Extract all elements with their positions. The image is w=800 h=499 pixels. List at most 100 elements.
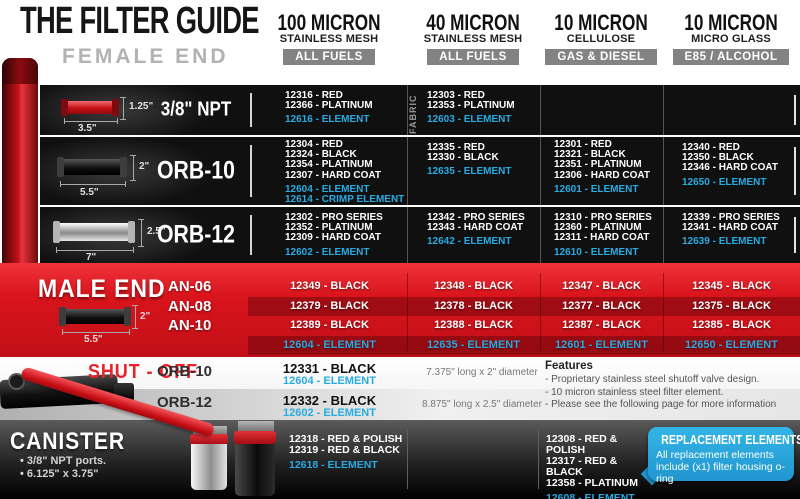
female-row-orb12: 2.5" 7" ORB-12 12302 - PRO SERIES 12352 … — [40, 207, 800, 263]
element-numbers: 12602 - ELEMENT — [285, 246, 370, 258]
separator — [407, 85, 408, 135]
row-label: ORB-10 — [157, 363, 213, 380]
element-numbers: 12618 - ELEMENT — [289, 459, 378, 471]
element-numbers: 12639 - ELEMENT — [682, 236, 767, 248]
an-label: AN-10 — [168, 317, 212, 334]
cell-an10-40micron: 12388 - BLACK — [434, 319, 513, 331]
filter-cap-icon — [120, 157, 127, 177]
cell-canister-cellulose: 12308 - RED & POLISH 12317 - RED & BLACK… — [540, 434, 648, 499]
element-numbers: 12603 - ELEMENT — [427, 114, 512, 126]
cell-an06-40micron: 12348 - BLACK — [434, 280, 513, 292]
cell-orb12-40micron: 12342 - PRO SERIES 12343 - HARD COAT 126… — [407, 207, 540, 263]
cell-an08-microglass: 12375 - BLACK — [692, 299, 771, 312]
element-numbers: 12650 - ELEMENT — [682, 176, 767, 188]
separator — [407, 430, 408, 489]
separator — [794, 217, 796, 253]
separator — [540, 273, 541, 351]
canister-cap-icon — [190, 434, 228, 445]
black-canister-icon — [235, 444, 275, 496]
column-header-40-micron: 40 MICRON STAINLESS MESH ALL FUELS — [398, 12, 548, 65]
red-filter-photo-cap — [2, 58, 38, 84]
female-end-subtitle: FEMALE END — [62, 45, 229, 68]
length-label: 7" — [86, 252, 97, 263]
micron-rating: 10 MICRON — [684, 10, 778, 35]
male-end-title: MALE END — [38, 275, 166, 303]
separator — [663, 137, 664, 205]
filter-cap-icon — [112, 99, 119, 116]
cell-an06-cellulose: 12347 - BLACK — [562, 280, 641, 292]
separator — [663, 85, 664, 135]
column-header-100-micron: 100 MICRON STAINLESS MESH ALL FUELS — [254, 12, 404, 65]
diameter-label: 2.5" — [147, 226, 166, 237]
dimension-line — [60, 181, 126, 187]
black-filter-icon — [57, 157, 127, 177]
micron-rating: 100 MICRON — [277, 10, 381, 35]
dimension-line — [130, 155, 136, 181]
shut-off-section: SHUT - OFF ORB-10 ORB-12 12331 - BLACK 1… — [0, 357, 800, 420]
length-label: 5.5" — [80, 187, 99, 198]
separator — [250, 215, 252, 255]
diameter-label: 1.25" — [129, 101, 154, 112]
diameter-label: 2" — [139, 161, 150, 172]
cell-npt-100micron: 12316 - RED 12366 - PLATINUM 12616 - ELE… — [252, 85, 407, 135]
filter-cap-icon — [124, 307, 131, 326]
length-label: 5.5" — [84, 334, 103, 345]
part-numbers: 12310 - PRO SERIES 12360 - PLATINUM 1231… — [554, 212, 652, 244]
dimension-line — [56, 247, 134, 253]
canister-cap-icon — [234, 431, 276, 444]
fuel-badge: ALL FUELS — [427, 49, 519, 65]
part-numbers: 12316 - RED 12366 - PLATINUM — [285, 90, 373, 112]
element-number: 12604 - ELEMENT — [283, 375, 376, 387]
fuel-badge: GAS & DIESEL — [545, 49, 657, 65]
element-numbers: 12635 - ELEMENT — [427, 166, 512, 178]
separator — [663, 207, 664, 263]
filter-cap-icon — [57, 157, 64, 177]
filter-cap-icon — [128, 221, 135, 243]
element-numbers: 12610 - ELEMENT — [554, 246, 639, 258]
cell-an08-40micron: 12378 - BLACK — [434, 299, 513, 312]
part-numbers: 12340 - RED 12350 - BLACK 12346 - HARD C… — [682, 142, 778, 174]
filter-cap-icon — [61, 99, 68, 116]
black-filter-icon — [59, 307, 131, 326]
micron-rating: 40 MICRON — [426, 10, 520, 35]
part-number: 12331 - BLACK — [282, 361, 377, 376]
filter-cap-icon — [53, 221, 60, 243]
separator — [407, 273, 408, 351]
element-numbers: 12601 - ELEMENT — [554, 183, 639, 195]
part-number: 12332 - BLACK — [282, 393, 377, 408]
chrome-filter-icon — [53, 221, 135, 243]
dimension-line — [120, 97, 126, 120]
media-type: MICRO GLASS — [691, 33, 771, 45]
element-numbers: 12604 - ELEMENT 12614 - CRIMP ELEMENT — [285, 183, 405, 206]
filter-cap-icon — [59, 307, 66, 326]
separator — [250, 145, 252, 197]
separator — [794, 95, 796, 125]
size-note: 8.875" long x 2.5" diameter — [422, 399, 542, 410]
part-numbers: 12318 - RED & POLISH 12319 - RED & BLACK — [289, 433, 403, 456]
part-numbers: 12301 - RED 12321 - BLACK 12351 - PLATIN… — [554, 139, 650, 181]
element-40micron: 12635 - ELEMENT — [427, 338, 520, 351]
media-type: STAINLESS MESH — [279, 33, 379, 45]
separator — [540, 137, 541, 205]
separator — [407, 137, 408, 205]
part-numbers: 12303 - RED 12353 - PLATINUM — [427, 90, 515, 112]
part-numbers: 12339 - PRO SERIES 12341 - HARD COAT — [682, 212, 780, 234]
cell-orb10-100micron: 12304 - RED 12324 - BLACK 12354 - PLATIN… — [252, 137, 407, 205]
cell-an10-microglass: 12385 - BLACK — [692, 319, 771, 331]
polish-canister-icon — [191, 444, 227, 490]
part-numbers: 12302 - PRO SERIES 12352 - PLATINUM 1230… — [285, 212, 383, 244]
length-label: 3.5" — [78, 123, 97, 134]
cell-an10-cellulose: 12387 - BLACK — [562, 319, 641, 331]
cell-an10-100micron: 12389 - BLACK — [290, 319, 369, 331]
an-label: AN-08 — [168, 297, 212, 315]
callout-title: REPLACEMENT ELEMENTS — [661, 432, 800, 447]
fuel-badge: ALL FUELS — [283, 49, 375, 65]
red-filter-icon — [61, 99, 119, 116]
row-stripe — [248, 296, 800, 316]
element-numbers: 12608 - ELEMENT — [546, 492, 635, 499]
cell-an06-100micron: 12349 - BLACK — [290, 280, 369, 292]
part-numbers: 12304 - RED 12324 - BLACK 12354 - PLATIN… — [285, 139, 381, 181]
dimension-line — [132, 305, 138, 329]
cell-orb10-40micron: 12335 - RED 12330 - BLACK 12635 - ELEMEN… — [407, 137, 540, 205]
